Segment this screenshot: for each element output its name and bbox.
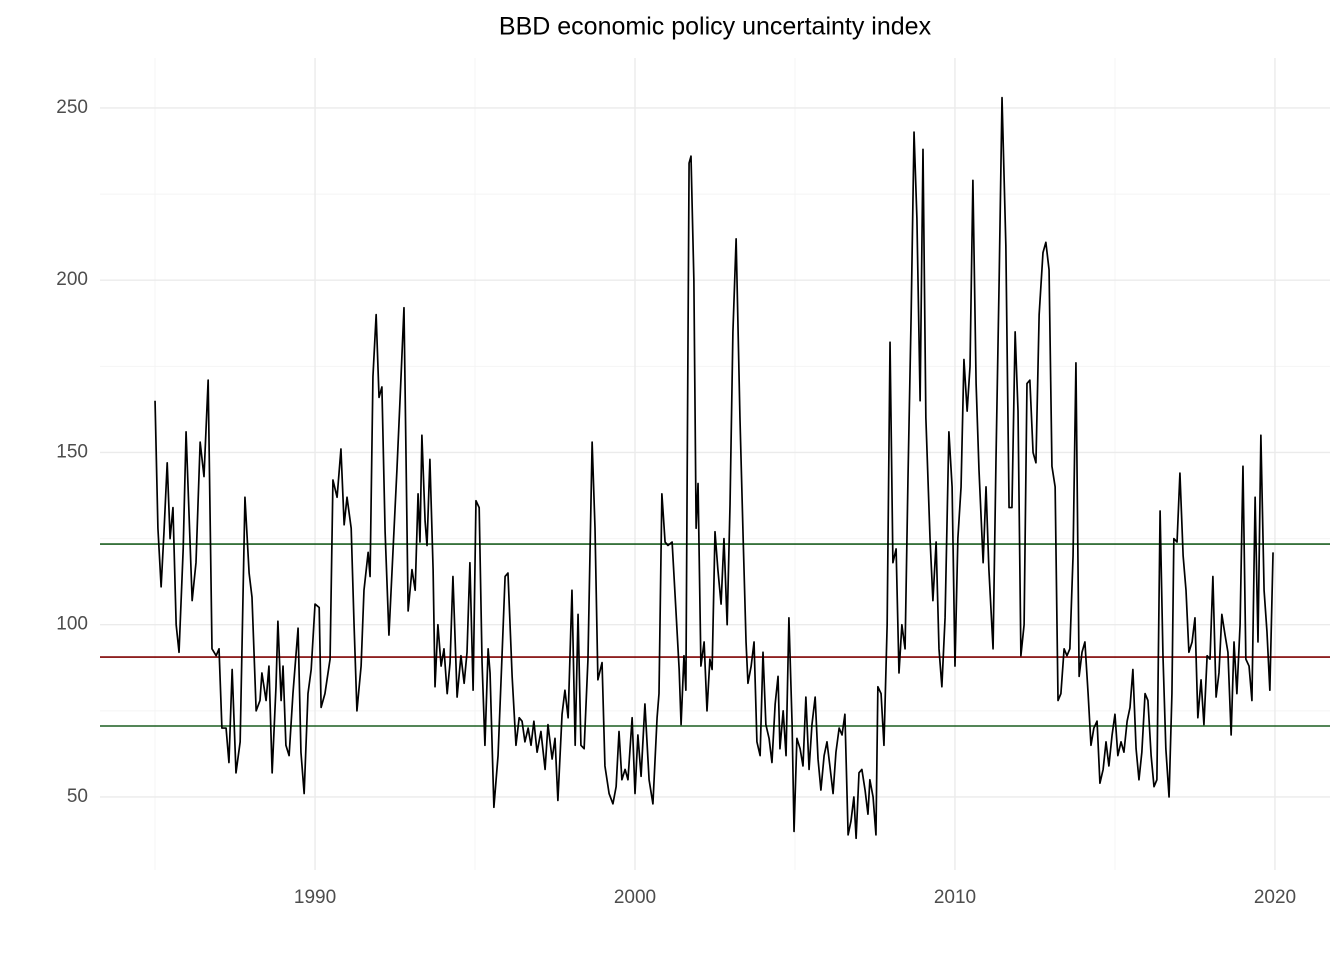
data-line bbox=[154, 96, 1274, 840]
x-tick-label: 2010 bbox=[934, 887, 976, 908]
y-tick-label: 50 bbox=[67, 786, 88, 807]
x-tick-label: 1990 bbox=[294, 887, 336, 908]
y-tick-label: 100 bbox=[56, 614, 88, 635]
y-tick-label: 200 bbox=[56, 269, 88, 290]
y-tick-label: 250 bbox=[56, 97, 88, 118]
y-tick-label: 150 bbox=[56, 441, 88, 462]
axes: 1990 2000 2010 2020 50 100 150 200 250 bbox=[56, 97, 1296, 908]
chart-title: BBD economic policy uncertainty index bbox=[499, 13, 932, 41]
x-tick-label: 2020 bbox=[1254, 887, 1296, 908]
plot-area bbox=[154, 96, 1274, 840]
x-tick-label: 2000 bbox=[614, 887, 656, 908]
